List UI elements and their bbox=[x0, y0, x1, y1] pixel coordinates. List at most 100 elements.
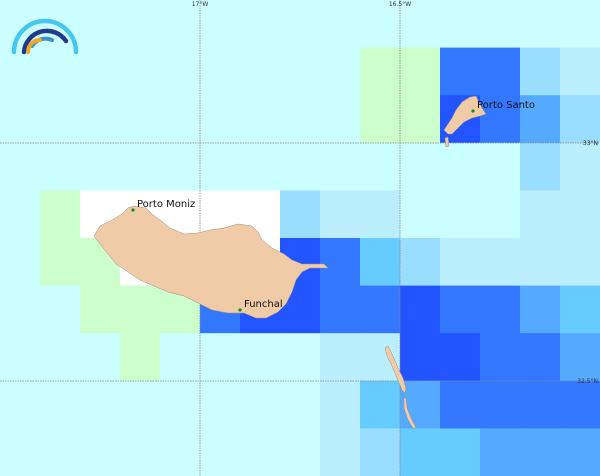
grid-cell bbox=[480, 142, 521, 191]
deserta-grande-island bbox=[384, 345, 407, 394]
grid-cell bbox=[320, 333, 361, 382]
grid-cell bbox=[520, 190, 561, 239]
grid-cell bbox=[480, 238, 521, 287]
grid-cell bbox=[40, 238, 81, 287]
grid-cell bbox=[440, 238, 481, 287]
grid-cell bbox=[360, 190, 401, 239]
grid-cell bbox=[480, 428, 521, 476]
place-label-porto-moniz: Porto Moniz bbox=[137, 199, 195, 210]
grid-cell bbox=[320, 238, 361, 287]
grid-cell bbox=[80, 380, 121, 429]
grid-cell bbox=[440, 190, 481, 239]
grid-cell bbox=[320, 142, 361, 191]
grid-cell bbox=[80, 428, 121, 476]
grid-cell bbox=[440, 285, 481, 334]
grid-cell bbox=[120, 95, 161, 144]
grid-cell bbox=[40, 428, 81, 476]
grid-cell bbox=[120, 380, 161, 429]
grid-cell bbox=[80, 333, 121, 382]
grid-cell bbox=[160, 380, 201, 429]
grid-cell bbox=[360, 380, 401, 429]
grid-cell bbox=[0, 333, 41, 382]
grid-cell bbox=[160, 142, 201, 191]
grid-cell bbox=[360, 47, 401, 96]
grid-cell bbox=[400, 0, 441, 49]
grid-cell bbox=[200, 380, 241, 429]
grid-cell bbox=[280, 333, 321, 382]
place-markers bbox=[131, 109, 475, 312]
grid-cell bbox=[200, 428, 241, 476]
grid-cell bbox=[400, 333, 441, 382]
grid-cell bbox=[40, 380, 81, 429]
grid-cell bbox=[440, 333, 481, 382]
grid-cell bbox=[80, 285, 121, 334]
porto-moniz-marker bbox=[131, 208, 135, 212]
grid-cell bbox=[560, 95, 600, 144]
grid-cell bbox=[240, 47, 281, 96]
grid-cell bbox=[0, 428, 41, 476]
lat-label-32-5n: 32.5°N bbox=[577, 378, 598, 385]
grid-cell bbox=[480, 47, 521, 96]
grid-cell bbox=[560, 333, 600, 382]
grid-cell bbox=[480, 380, 521, 429]
grid-cell bbox=[240, 142, 281, 191]
grid-cell bbox=[0, 142, 41, 191]
bugio-island bbox=[403, 397, 417, 429]
grid-cell bbox=[400, 95, 441, 144]
land bbox=[93, 95, 487, 429]
grid-cell bbox=[80, 47, 121, 96]
grid-cell bbox=[80, 95, 121, 144]
grid-cell bbox=[240, 380, 281, 429]
grid-cell bbox=[160, 47, 201, 96]
grid-cell bbox=[480, 190, 521, 239]
grid-cell bbox=[160, 428, 201, 476]
grid-cell bbox=[360, 142, 401, 191]
grid-cell bbox=[320, 0, 361, 49]
grid-cell bbox=[400, 47, 441, 96]
grid-cell bbox=[200, 0, 241, 49]
grid-cell bbox=[280, 47, 321, 96]
grid-cell bbox=[40, 142, 81, 191]
grid-cell bbox=[320, 428, 361, 476]
porto-santo-islet bbox=[444, 136, 450, 148]
grid-cell bbox=[560, 380, 600, 429]
place-label-funchal: Funchal bbox=[244, 299, 283, 310]
grid-cell bbox=[440, 380, 481, 429]
grid-cell bbox=[120, 285, 161, 334]
grid-cell bbox=[320, 380, 361, 429]
grid-cell bbox=[40, 285, 81, 334]
grid-cell bbox=[200, 142, 241, 191]
grid-cell bbox=[560, 142, 600, 191]
grid-cell bbox=[360, 0, 401, 49]
grid-cell bbox=[0, 285, 41, 334]
grid-cell bbox=[560, 428, 600, 476]
lon-label-16-5w: 16.5°W bbox=[389, 1, 411, 8]
grid-cell bbox=[560, 47, 600, 96]
place-label-porto-santo: Porto Santo bbox=[477, 100, 535, 111]
grid-cell bbox=[360, 333, 401, 382]
grid-cell bbox=[400, 142, 441, 191]
grid-cell bbox=[280, 380, 321, 429]
grid-cell bbox=[480, 333, 521, 382]
grid-cell bbox=[520, 0, 561, 49]
grid-cell bbox=[200, 333, 241, 382]
grid-cell bbox=[160, 0, 201, 49]
logo-icon bbox=[11, 18, 79, 55]
grid-cell bbox=[40, 333, 81, 382]
grid-cell bbox=[280, 0, 321, 49]
grid-cell bbox=[280, 142, 321, 191]
grid-cell bbox=[520, 428, 561, 476]
grid-cell bbox=[280, 428, 321, 476]
grid-cell bbox=[280, 190, 321, 239]
grid-cell bbox=[240, 333, 281, 382]
grid-cell bbox=[320, 47, 361, 96]
lon-label-17w: 17°W bbox=[192, 1, 209, 8]
grid-cell bbox=[0, 380, 41, 429]
grid-cell bbox=[520, 333, 561, 382]
grid-cell bbox=[560, 285, 600, 334]
grid-cell bbox=[520, 47, 561, 96]
grid-cell bbox=[360, 285, 401, 334]
grid-cell bbox=[440, 142, 481, 191]
